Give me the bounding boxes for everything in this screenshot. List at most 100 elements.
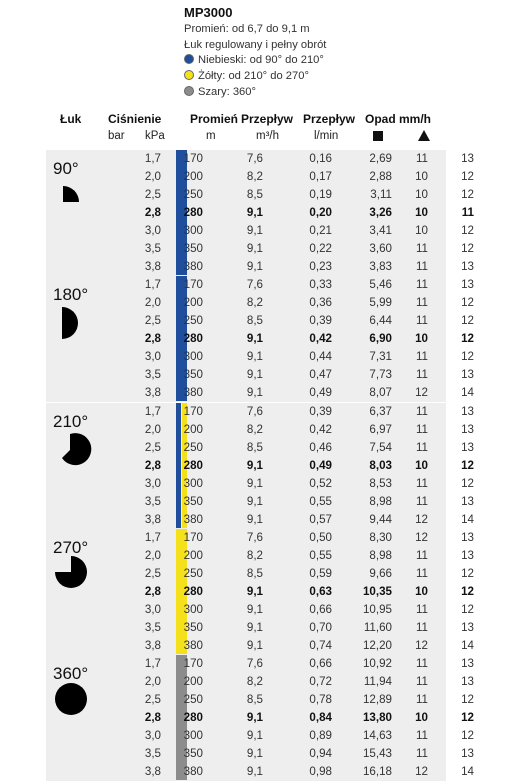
table-cell: 13: [461, 260, 474, 274]
table-cell: 13: [461, 495, 474, 509]
table-cell: 5,46: [369, 278, 392, 291]
table-cell: 2,5: [144, 188, 161, 202]
legend-line: Łuk regulowany i pełny obrót: [184, 39, 326, 51]
table-cell: 11: [415, 152, 428, 165]
table-cell: 6,44: [369, 314, 392, 328]
table-cell: 12: [415, 386, 428, 400]
table-cell: 200: [183, 170, 203, 184]
table-cell: 380: [183, 639, 203, 653]
table-cell: 3,83: [369, 260, 392, 274]
table-cell: 10,35: [362, 585, 392, 599]
table-cell: 250: [183, 567, 203, 581]
table-cell: 12: [461, 603, 474, 617]
table-cell: 3,26: [369, 206, 392, 220]
table-row: 3,0 300 9,1 0,66 10,95 11 12: [46, 601, 474, 619]
table-cell: 2,0: [144, 423, 161, 437]
table-cell: 1,7: [144, 657, 161, 670]
table-cell: 10: [415, 170, 428, 184]
table-cell: 11: [415, 441, 428, 455]
table-cell: 0,52: [309, 477, 332, 491]
table-cell: 9,1: [246, 747, 263, 761]
table-cell: 10: [415, 459, 428, 473]
table-cell: 3,8: [144, 260, 161, 274]
table-cell: 9,1: [246, 350, 263, 364]
table-cell: 9,1: [246, 729, 263, 743]
table-cell: 9,1: [246, 224, 263, 238]
color-dot-icon: [184, 70, 194, 80]
table-cell: 12: [461, 332, 474, 346]
table-cell: 0,66: [309, 657, 332, 670]
table-row: 3,0 300 9,1 0,89 14,63 11 12: [46, 727, 474, 745]
table-cell: 10: [415, 206, 428, 220]
table-cell: 10: [415, 188, 428, 202]
table-cell: 12: [461, 188, 474, 202]
table-row: 2,0 200 8,2 0,36 5,99 11 12: [46, 294, 474, 312]
table-cell: 250: [183, 314, 203, 328]
table-cell: 170: [183, 657, 203, 670]
table-cell: 3,5: [144, 368, 161, 382]
arc-pie-icon: [62, 177, 96, 216]
table-cell: 9,1: [246, 459, 263, 473]
table-cell: 13: [461, 657, 474, 670]
unit-bar: bar: [108, 130, 125, 142]
table-cell: 2,0: [144, 549, 161, 563]
table-cell: 11: [415, 657, 428, 670]
table-cell: 11: [415, 603, 428, 617]
table-cell: 11: [415, 314, 428, 328]
table-cell: 280: [183, 459, 203, 473]
table-row: 3,5 350 9,1 0,70 11,60 11 13: [46, 619, 474, 637]
table-cell: 2,8: [144, 206, 161, 220]
col-header-pressure: Ciśnienie: [108, 112, 162, 126]
col-header-flow-m3h: Przepływ: [241, 112, 294, 126]
table-cell: 170: [183, 531, 203, 544]
table-cell: 300: [183, 350, 203, 364]
table-cell: 11,94: [363, 675, 392, 689]
table-cell: 3,5: [144, 747, 161, 761]
table-cell: 2,88: [369, 170, 392, 184]
arc-pie-icon: [54, 682, 88, 721]
table-cell: 0,49: [309, 459, 332, 473]
nozzle-color-bar: [176, 655, 187, 780]
unit-lmin: l/min: [314, 130, 339, 142]
table-row: 3,8 380 9,1 0,49 8,07 12 14: [46, 384, 474, 402]
table-row: 3,8 380 9,1 0,57 9,44 12 14: [46, 511, 474, 529]
table-cell: 2,0: [144, 296, 161, 310]
table-cell: 0,23: [309, 260, 332, 274]
table-cell: 0,66: [309, 603, 332, 617]
arc-label: 90°: [53, 159, 79, 178]
table-cell: 0,17: [309, 170, 332, 184]
table-cell: 200: [183, 296, 203, 310]
legend-line: Niebieski: od 90° do 210°: [184, 54, 324, 66]
table-cell: 13: [461, 747, 474, 761]
table-row: 3,8 380 9,1 0,74 12,20 12 14: [46, 637, 474, 655]
table-cell: 8,2: [246, 549, 263, 563]
table-cell: 7,54: [369, 441, 392, 455]
table-cell: 7,73: [369, 368, 392, 382]
table-cell: 13: [461, 278, 474, 291]
table-row: 3,0 300 9,1 0,21 3,41 10 12: [46, 222, 474, 240]
table-cell: 12: [461, 224, 474, 238]
table-cell: 0,22: [309, 242, 332, 256]
square-spacing-icon: [373, 131, 383, 141]
triangle-spacing-icon: [418, 130, 430, 141]
table-cell: 0,16: [309, 152, 332, 165]
table-cell: 11: [415, 296, 428, 310]
legend-line: Szary: 360°: [184, 86, 256, 98]
table-cell: 13: [461, 423, 474, 437]
table-cell: 250: [183, 188, 203, 202]
nozzle-color-bar: [176, 529, 187, 654]
table-cell: 380: [183, 765, 203, 779]
table-cell: 2,5: [144, 314, 161, 328]
table-cell: 3,8: [144, 386, 161, 400]
table-cell: 11: [415, 621, 428, 635]
table-cell: 3,5: [144, 242, 161, 256]
table-cell: 0,72: [309, 675, 332, 689]
table-cell: 300: [183, 224, 203, 238]
table-cell: 0,47: [309, 368, 332, 382]
table-cell: 2,0: [144, 675, 161, 689]
table-cell: 3,5: [144, 621, 161, 635]
table-cell: 0,33: [309, 278, 332, 291]
table-cell: 8,2: [246, 170, 263, 184]
table-cell: 14: [461, 639, 474, 653]
table-cell: 13: [461, 368, 474, 382]
